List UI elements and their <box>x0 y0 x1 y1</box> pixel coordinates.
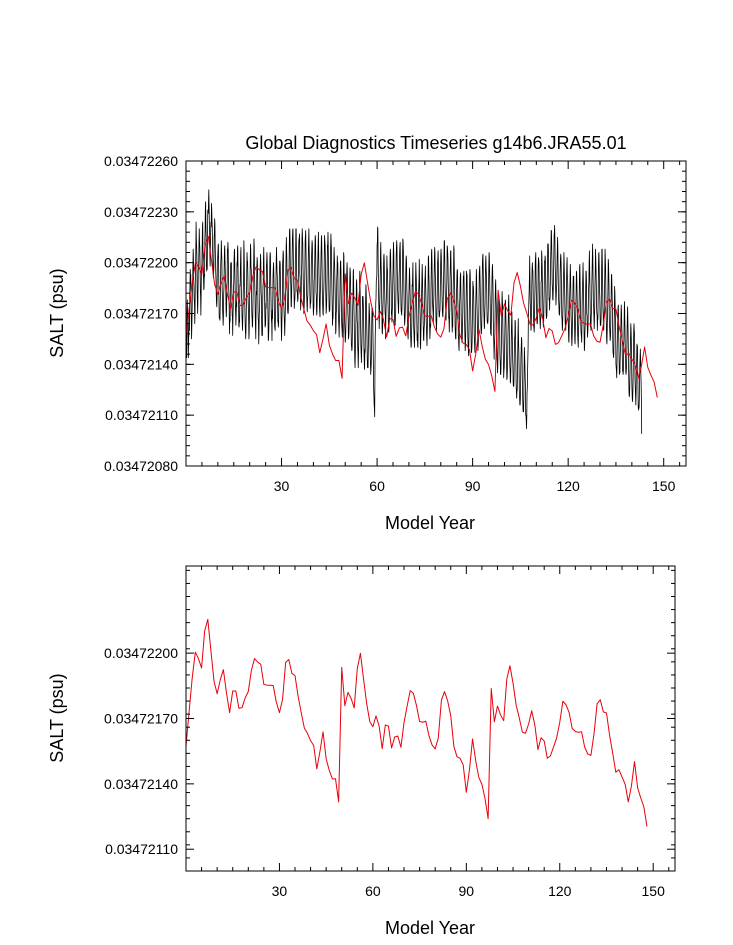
top-y-tick-label: 0.03472200 <box>104 255 178 271</box>
top-x-tick-label: 150 <box>652 478 676 494</box>
top-chart-ticks: 30 60 90 120 150 0.03472080 0.03472110 0.034721… <box>104 153 686 494</box>
bottom-x-tick-label: 90 <box>459 883 475 899</box>
top-y-tick-label: 0.03472140 <box>104 356 178 372</box>
top-y-axis-title: SALT (psu) <box>47 268 67 357</box>
top-x-axis-title: Model Year <box>385 513 475 533</box>
bottom-x-tick-label: 150 <box>642 883 666 899</box>
top-y-tick-label: 0.03472110 <box>105 407 178 423</box>
bottom-y-tick-label: 0.03472110 <box>105 841 178 857</box>
bottom-x-tick-label: 30 <box>272 883 288 899</box>
bottom-chart: 30 60 90 120 150 0.03472110 0.03472140 0.034721… <box>47 565 676 938</box>
top-series-annual-line <box>185 235 658 398</box>
top-y-tick-label: 0.03472260 <box>104 153 178 169</box>
bottom-y-tick-label: 0.03472200 <box>104 645 178 661</box>
bottom-series-annual-line <box>185 618 648 827</box>
bottom-x-tick-label: 120 <box>548 883 572 899</box>
top-y-tick-label: 0.03472170 <box>104 306 178 322</box>
top-x-tick-label: 90 <box>465 478 481 494</box>
bottom-y-tick-label: 0.03472140 <box>104 776 178 792</box>
top-y-tick-label: 0.03472080 <box>104 458 178 474</box>
top-x-tick-label: 120 <box>556 478 580 494</box>
top-x-tick-label: 30 <box>274 478 290 494</box>
chart-title: Global Diagnostics Timeseries g14b6.JRA5… <box>245 133 626 153</box>
top-x-tick-label: 60 <box>369 478 385 494</box>
top-y-tick-label: 0.03472230 <box>104 204 178 220</box>
bottom-y-axis-title: SALT (psu) <box>47 673 67 762</box>
bottom-chart-series <box>185 618 648 827</box>
bottom-x-tick-label: 60 <box>365 883 381 899</box>
bottom-x-axis-title: Model Year <box>385 918 475 938</box>
top-chart-series <box>185 189 658 434</box>
bottom-y-tick-label: 0.03472170 <box>104 711 178 727</box>
top-chart: Global Diagnostics Timeseries g14b6.JRA5… <box>47 133 687 533</box>
bottom-chart-ticks: 30 60 90 120 150 0.03472110 0.03472140 0.034721… <box>104 566 675 899</box>
top-series-monthly-line <box>185 189 643 434</box>
